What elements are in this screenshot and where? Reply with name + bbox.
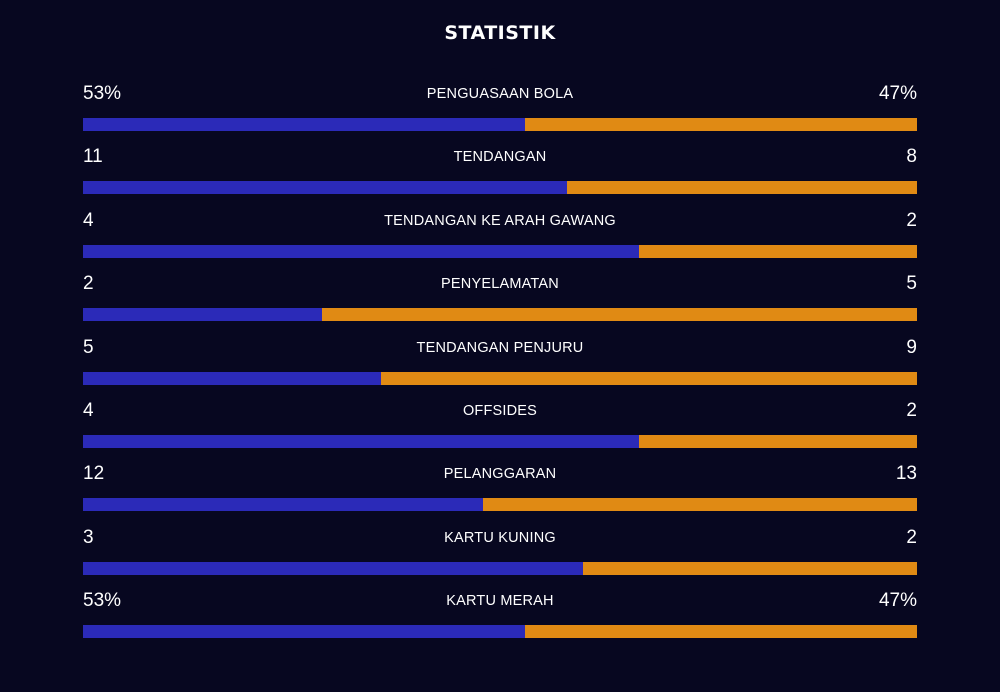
stat-right-value: 8 (906, 146, 917, 168)
stat-left-value: 5 (83, 336, 94, 358)
stat-left-value: 11 (83, 146, 103, 168)
stat-bar (83, 118, 917, 131)
stat-bar (83, 498, 917, 512)
stat-bar-right-segment (567, 181, 917, 195)
stat-right-value: 47% (878, 83, 917, 104)
stat-label: OFFSIDES (462, 403, 538, 419)
stat-row: 4 OFFSIDES 2 (83, 400, 917, 450)
stat-bar-left-segment (83, 308, 322, 322)
stat-bar-left-segment (83, 625, 525, 639)
stat-left-value: 4 (83, 400, 94, 421)
stat-right-value: 47% (878, 590, 917, 612)
stat-bar-right-segment (639, 435, 917, 448)
stat-bar-left-segment (83, 435, 639, 448)
stat-left-value: 2 (83, 273, 94, 295)
stat-label: PELANGGARAN (443, 466, 557, 483)
stat-right-value: 9 (906, 336, 917, 358)
stat-left-value: 4 (83, 209, 94, 231)
stat-right-value: 2 (906, 209, 917, 231)
stat-bar-right-segment (381, 371, 917, 385)
stat-label: TENDANGAN (453, 149, 547, 166)
stat-right-value: 2 (906, 400, 917, 421)
stat-row: 53% KARTU MERAH 47% (83, 590, 917, 640)
stat-bar (83, 561, 917, 575)
stat-bar-left-segment (83, 181, 567, 195)
stat-label: TENDANGAN PENJURU (416, 339, 584, 356)
stat-label: PENYELAMATAN (441, 276, 559, 293)
stat-row: 11 TENDANGAN 8 (83, 146, 917, 196)
stat-bar-left-segment (83, 561, 583, 575)
stat-bar (83, 435, 917, 448)
stat-label: KARTU KUNING (444, 529, 556, 546)
stat-bar-left-segment (83, 244, 639, 258)
stat-bar-right-segment (583, 561, 917, 575)
stat-right-value: 5 (906, 273, 917, 295)
stat-row: 3 KARTU KUNING 2 (83, 527, 917, 577)
stat-label: TENDANGAN KE ARAH GAWANG (384, 212, 616, 229)
stat-bar (83, 371, 917, 385)
stat-label: PENGUASAAN BOLA (426, 86, 574, 102)
stat-left-value: 53% (83, 83, 122, 104)
stat-left-value: 12 (83, 463, 105, 485)
chart-title: STATISTIK (444, 22, 556, 44)
stat-row: 12 PELANGGARAN 13 (83, 463, 917, 513)
stat-bar-left-segment (83, 118, 525, 131)
stat-row: 5 TENDANGAN PENJURU 9 (83, 337, 917, 387)
stat-bar-right-segment (525, 118, 917, 131)
stat-bar-left-segment (83, 371, 381, 385)
stat-left-value: 3 (83, 526, 94, 548)
stat-right-value: 13 (895, 463, 917, 485)
stat-bar (83, 625, 917, 639)
stat-left-value: 53% (83, 590, 122, 612)
stat-bar-right-segment (639, 244, 917, 258)
stat-bar (83, 244, 917, 258)
stat-row: 2 PENYELAMATAN 5 (83, 273, 917, 323)
stat-row: 53% PENGUASAAN BOLA 47% (83, 83, 917, 133)
stat-bar-right-segment (322, 308, 917, 322)
stat-bar (83, 308, 917, 322)
stat-bar (83, 181, 917, 195)
stat-bar-left-segment (83, 498, 483, 512)
stat-row: 4 TENDANGAN KE ARAH GAWANG 2 (83, 210, 917, 260)
stat-bar-right-segment (483, 498, 917, 512)
stat-right-value: 2 (906, 526, 917, 548)
stat-label: KARTU MERAH (446, 593, 554, 610)
stat-bar-right-segment (525, 625, 917, 639)
